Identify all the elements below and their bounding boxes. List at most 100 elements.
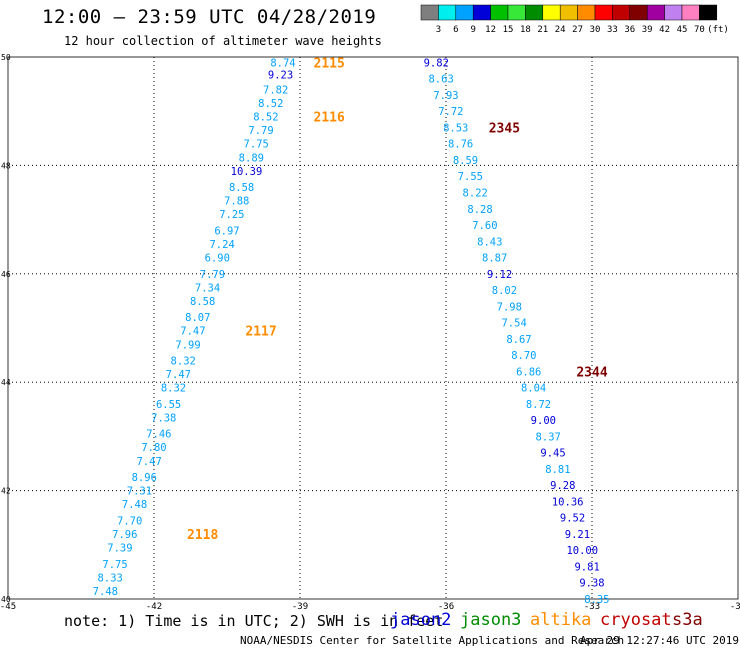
swh-value-label: 9.23: [268, 69, 293, 81]
swh-value-label: 7.47: [166, 369, 191, 381]
swh-value-label: 7.96: [112, 529, 137, 541]
swh-value-label: 8.96: [132, 472, 157, 484]
swh-value-label: 7.47: [136, 456, 161, 468]
legend-bin-label: 6: [453, 25, 458, 35]
pass-id-label: 2345: [489, 121, 520, 136]
legend-swatch: [525, 4, 544, 21]
legend-bin-label: 33: [607, 25, 618, 35]
swh-value-label: 7.55: [458, 171, 483, 183]
swh-value-label: 9.81: [574, 561, 599, 573]
swh-value-label: 8.07: [185, 312, 210, 324]
sat-altika: altika: [530, 610, 592, 630]
legend-bin-label: 27: [572, 25, 583, 35]
swh-value-label: 8.02: [492, 285, 517, 297]
legend-bin-label: 24: [555, 25, 566, 35]
legend-swatch: [594, 4, 613, 21]
swh-value-label: 6.90: [205, 253, 230, 265]
swh-value-label: 8.89: [239, 152, 264, 164]
legend-unit: (ft): [707, 25, 729, 35]
swh-value-label: 6.97: [214, 225, 239, 237]
swh-value-label: 9.52: [560, 513, 585, 525]
x-tick-label: -33: [584, 602, 600, 612]
legend-swatch: [629, 4, 648, 21]
page-subtitle: 12 hour collection of altimeter wave hei…: [64, 34, 382, 48]
legend-swatch: [612, 4, 631, 21]
swh-value-label: 8.33: [98, 572, 123, 584]
pass-id-label: 2117: [245, 325, 276, 340]
swh-value-label: 9.12: [487, 269, 512, 281]
swh-value-label: 7.99: [175, 339, 200, 351]
legend-bin-label: 70: [694, 25, 705, 35]
x-tick-label: -42: [146, 602, 162, 612]
sat-jason2: jason2: [390, 610, 452, 630]
pass-id-label: 2118: [187, 528, 218, 543]
y-tick-label: 42: [1, 487, 11, 496]
swh-value-label: 7.70: [117, 515, 142, 527]
swh-value-label: 9.82: [424, 57, 449, 69]
x-tick-label: -30: [730, 602, 740, 612]
swh-value-label: 7.82: [263, 85, 288, 97]
swh-value-label: 7.60: [472, 220, 497, 232]
swh-value-label: 8.28: [467, 204, 492, 216]
swh-value-label: 10.00: [566, 545, 598, 557]
swh-value-label: 8.53: [443, 122, 468, 134]
plot-frame: [7, 56, 739, 600]
swh-value-label: 7.80: [141, 442, 166, 454]
legend-bin-label: 36: [624, 25, 635, 35]
swh-value-label: 7.38: [151, 412, 176, 424]
swh-value-label: 7.24: [209, 239, 234, 251]
y-tick-label: 44: [1, 378, 11, 387]
swh-value-label: 10.36: [552, 496, 584, 508]
swh-value-label: 9.21: [565, 529, 590, 541]
swh-value-label: 8.81: [545, 464, 570, 476]
sat-jason3: jason3: [460, 610, 522, 630]
legend-bin-label: 39: [642, 25, 653, 35]
legend-bin-label: 21: [537, 25, 548, 35]
pass-id-label: 2116: [314, 111, 345, 126]
swh-value-label: 7.48: [93, 586, 118, 598]
swh-value-label: 8.72: [526, 399, 551, 411]
legend-swatch: [472, 4, 491, 21]
swh-value-label: 8.22: [463, 188, 488, 200]
legend-swatch: [681, 4, 700, 21]
legend-swatch: [577, 4, 596, 21]
swh-value-label: 7.75: [244, 139, 269, 151]
legend-swatch: [455, 4, 474, 21]
swh-value-label: 7.34: [195, 282, 220, 294]
swh-value-label: 7.46: [146, 429, 171, 441]
y-tick-label: 48: [1, 161, 11, 170]
swh-value-label: 9.00: [531, 415, 556, 427]
swh-value-label: 8.67: [506, 334, 531, 346]
legend-swatch: [438, 4, 457, 21]
pass-id-label: 2115: [314, 56, 345, 71]
x-tick-label: -36: [438, 602, 454, 612]
swh-value-label: 10.39: [231, 166, 263, 178]
legend-bin-label: 42: [659, 25, 670, 35]
swh-value-label: 7.79: [200, 269, 225, 281]
legend-bin-label: 15: [503, 25, 514, 35]
pass-id-label: 2344: [576, 365, 607, 380]
page-title: 12:00 – 23:59 UTC 04/28/2019: [42, 6, 377, 28]
swh-value-label: 8.32: [161, 383, 186, 395]
swh-value-label: 8.43: [477, 236, 502, 248]
swh-value-label: 9.28: [550, 480, 575, 492]
legend-bin-label: 30: [590, 25, 601, 35]
footer-date: Apr 29 12:27:46 UTC 2019: [580, 634, 739, 647]
swh-value-label: 8.37: [536, 431, 561, 443]
swh-value-label: 8.58: [229, 182, 254, 194]
legend-bin-label: 9: [470, 25, 475, 35]
swh-value-label: 8.74: [270, 57, 295, 69]
swh-value-label: 9.38: [579, 578, 604, 590]
legend-swatch: [507, 4, 526, 21]
legend-swatch: [490, 4, 509, 21]
swh-value-label: 7.93: [433, 90, 458, 102]
y-tick-label: 46: [1, 270, 11, 279]
swh-value-label: 9.45: [540, 448, 565, 460]
swh-value-label: 7.75: [102, 559, 127, 571]
legend-swatch: [646, 4, 665, 21]
y-tick-label: 40: [1, 595, 11, 604]
swh-value-label: 7.25: [219, 209, 244, 221]
swh-value-label: 8.63: [428, 74, 453, 86]
swh-value-label: 7.88: [224, 196, 249, 208]
